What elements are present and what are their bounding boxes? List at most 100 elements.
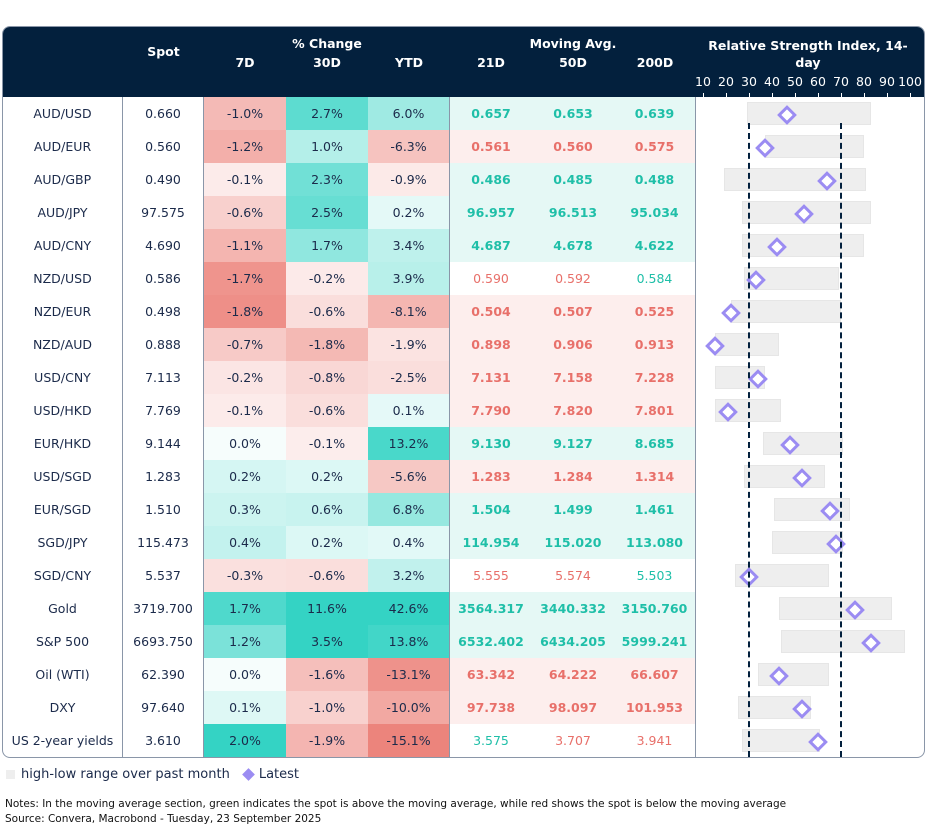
table-row: DXY 97.640 0.1% -1.0% -10.0% 97.738 98.097 101.… bbox=[3, 691, 924, 724]
pct-change-ytd: 42.6% bbox=[368, 592, 450, 625]
pct-change-d30: 1.0% bbox=[286, 130, 368, 163]
pct-change-d30: 2.7% bbox=[286, 97, 368, 130]
rsi-tick-mark bbox=[910, 93, 911, 97]
table-header: Spot % Change 7D 30D YTD Moving Avg. 21D… bbox=[3, 27, 924, 97]
rsi-cell bbox=[696, 592, 924, 625]
moving-avg-21d: 0.486 bbox=[450, 163, 532, 196]
moving-avg-200d: 113.080 bbox=[614, 526, 696, 559]
source-text: Source: Convera, Macrobond - Tuesday, 23… bbox=[5, 813, 322, 825]
spot-value: 115.473 bbox=[123, 526, 204, 559]
rsi-reference-line bbox=[748, 123, 750, 757]
pct-change-ytd: 6.0% bbox=[368, 97, 450, 130]
moving-avg-200d: 7.228 bbox=[614, 361, 696, 394]
moving-avg-50d: 115.020 bbox=[532, 526, 614, 559]
moving-avg-200d: 4.622 bbox=[614, 229, 696, 262]
legend-latest: Latest bbox=[258, 767, 300, 782]
pct-change-d7: 1.7% bbox=[204, 592, 286, 625]
pct-change-d7: -0.7% bbox=[204, 328, 286, 361]
rsi-tick-label: 100 bbox=[898, 74, 922, 89]
pct-change-ytd: -8.1% bbox=[368, 295, 450, 328]
instrument-name: EUR/HKD bbox=[3, 427, 123, 460]
rsi-range-bar bbox=[778, 597, 892, 620]
pct-change-d30: 1.7% bbox=[286, 229, 368, 262]
table-row: AUD/EUR 0.560 -1.2% 1.0% -6.3% 0.561 0.560 0.57… bbox=[3, 130, 924, 163]
moving-avg-200d: 0.488 bbox=[614, 163, 696, 196]
notes-text: Notes: In the moving average section, gr… bbox=[5, 798, 787, 810]
moving-avg-200d: 0.639 bbox=[614, 97, 696, 130]
rsi-tick-mark bbox=[795, 93, 796, 97]
spot-value: 4.690 bbox=[123, 229, 204, 262]
moving-avg-50d: 3.707 bbox=[532, 724, 614, 757]
pct-change-ytd: 6.8% bbox=[368, 493, 450, 526]
header-spot: Spot bbox=[147, 44, 180, 59]
rsi-tick-label: 90 bbox=[879, 74, 895, 89]
rsi-cell bbox=[696, 196, 924, 229]
instrument-name: SGD/JPY bbox=[3, 526, 123, 559]
rsi-range-bar bbox=[781, 630, 906, 653]
moving-avg-21d: 9.130 bbox=[450, 427, 532, 460]
moving-avg-50d: 3440.332 bbox=[532, 592, 614, 625]
moving-avg-200d: 3.941 bbox=[614, 724, 696, 757]
rsi-range-bar bbox=[744, 465, 825, 488]
rsi-cell bbox=[696, 493, 924, 526]
moving-avg-200d: 101.953 bbox=[614, 691, 696, 724]
pct-change-d30: -0.8% bbox=[286, 361, 368, 394]
pct-change-d30: 0.2% bbox=[286, 526, 368, 559]
rsi-cell bbox=[696, 328, 924, 361]
pct-change-d7: -0.2% bbox=[204, 361, 286, 394]
table-row: AUD/CNY 4.690 -1.1% 1.7% 3.4% 4.687 4.678 4.622 bbox=[3, 229, 924, 262]
moving-avg-21d: 97.738 bbox=[450, 691, 532, 724]
pct-change-d30: -0.6% bbox=[286, 559, 368, 592]
rsi-range-bar bbox=[762, 432, 844, 455]
rsi-tick-mark bbox=[864, 93, 865, 97]
rsi-cell bbox=[696, 559, 924, 592]
pct-change-d30: 3.5% bbox=[286, 625, 368, 658]
instrument-name: DXY bbox=[3, 691, 123, 724]
rsi-range-bar bbox=[744, 267, 839, 290]
moving-avg-50d: 0.560 bbox=[532, 130, 614, 163]
rsi-tick-mark bbox=[703, 93, 704, 97]
spot-value: 62.390 bbox=[123, 658, 204, 691]
moving-avg-21d: 96.957 bbox=[450, 196, 532, 229]
rsi-cell bbox=[696, 460, 924, 493]
instrument-name: AUD/USD bbox=[3, 97, 123, 130]
moving-avg-50d: 1.499 bbox=[532, 493, 614, 526]
rsi-tick-label: 20 bbox=[718, 74, 734, 89]
rsi-cell bbox=[696, 526, 924, 559]
rsi-tick-mark bbox=[726, 93, 727, 97]
table-row: USD/CNY 7.113 -0.2% -0.8% -2.5% 7.131 7.158 7.2… bbox=[3, 361, 924, 394]
moving-avg-200d: 3150.760 bbox=[614, 592, 696, 625]
pct-change-ytd: 3.4% bbox=[368, 229, 450, 262]
spot-value: 0.498 bbox=[123, 295, 204, 328]
instrument-name: S&P 500 bbox=[3, 625, 123, 658]
pct-change-d30: -0.2% bbox=[286, 262, 368, 295]
rsi-tick-label: 40 bbox=[764, 74, 780, 89]
instrument-name: SGD/CNY bbox=[3, 559, 123, 592]
moving-avg-50d: 0.906 bbox=[532, 328, 614, 361]
pct-change-ytd: -15.1% bbox=[368, 724, 450, 757]
table-row: EUR/SGD 1.510 0.3% 0.6% 6.8% 1.504 1.499 1.461 bbox=[3, 493, 924, 526]
table-row: USD/HKD 7.769 -0.1% -0.6% 0.1% 7.790 7.820 7.80… bbox=[3, 394, 924, 427]
pct-change-d7: -0.1% bbox=[204, 394, 286, 427]
moving-avg-200d: 5.503 bbox=[614, 559, 696, 592]
spot-value: 9.144 bbox=[123, 427, 204, 460]
pct-change-ytd: -5.6% bbox=[368, 460, 450, 493]
rsi-cell bbox=[696, 427, 924, 460]
spot-value: 0.660 bbox=[123, 97, 204, 130]
spot-value: 7.113 bbox=[123, 361, 204, 394]
rsi-tick-mark bbox=[772, 93, 773, 97]
pct-change-d30: -0.6% bbox=[286, 295, 368, 328]
rsi-range-bar bbox=[746, 102, 871, 125]
pct-change-ytd: -6.3% bbox=[368, 130, 450, 163]
header-50d: 50D bbox=[559, 55, 587, 70]
pct-change-d7: 0.3% bbox=[204, 493, 286, 526]
rsi-tick-label: 10 bbox=[695, 74, 711, 89]
pct-change-ytd: 3.2% bbox=[368, 559, 450, 592]
moving-avg-200d: 0.584 bbox=[614, 262, 696, 295]
pct-change-d7: 1.2% bbox=[204, 625, 286, 658]
header-moving-avg: Moving Avg. bbox=[529, 36, 617, 51]
instrument-name: EUR/SGD bbox=[3, 493, 123, 526]
pct-change-d30: -1.9% bbox=[286, 724, 368, 757]
footnotes: Notes: In the moving average section, gr… bbox=[5, 797, 786, 827]
rsi-range-bar bbox=[735, 564, 830, 587]
